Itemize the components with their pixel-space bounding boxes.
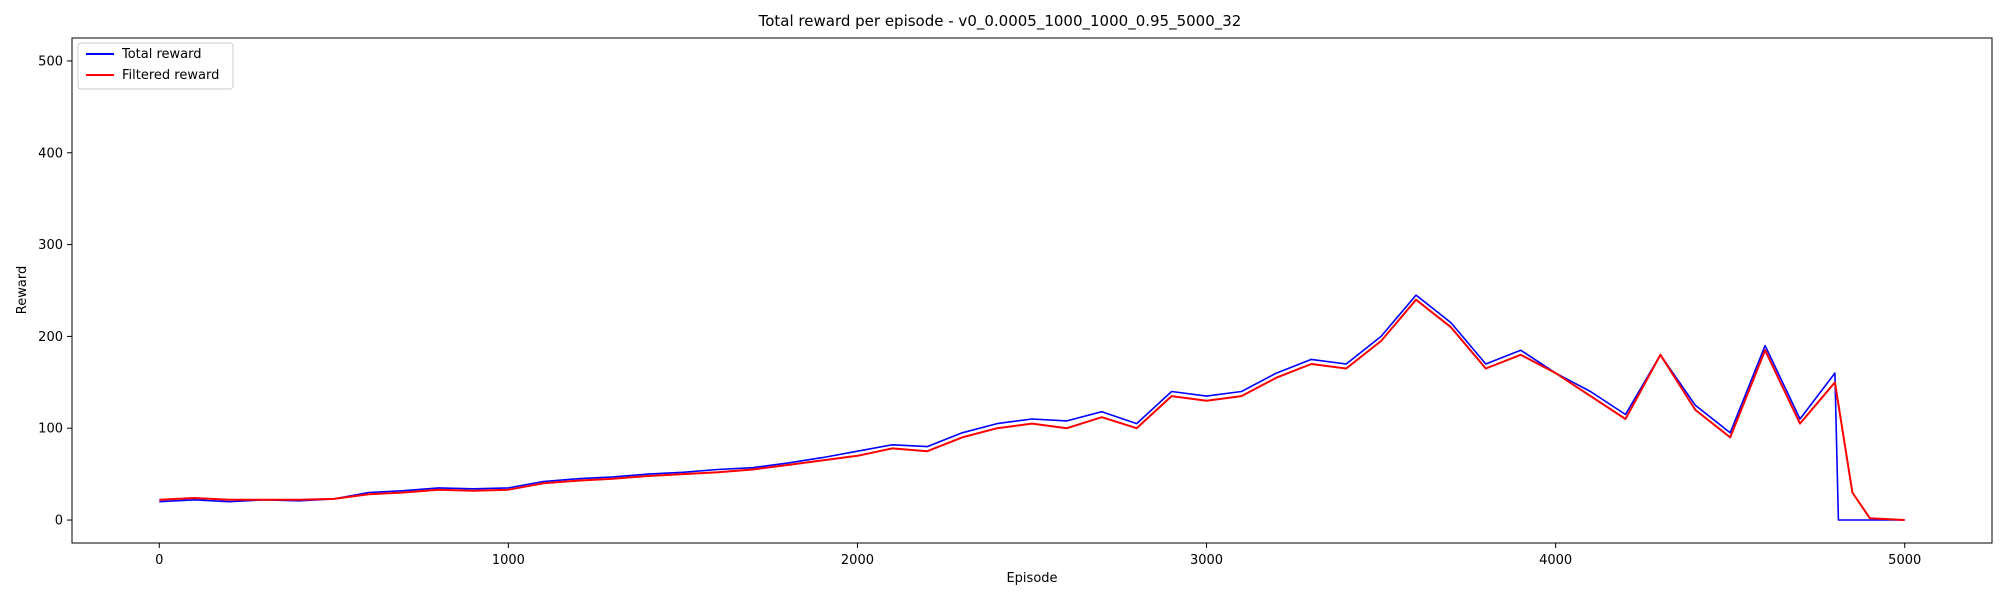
y-tick-label: 300: [38, 238, 63, 253]
legend-label-filtered: Filtered reward: [122, 68, 219, 83]
y-tick-label: 400: [38, 146, 63, 161]
x-axis-label: Episode: [1006, 571, 1057, 586]
x-tick-label: 2000: [841, 553, 874, 568]
y-tick-label: 500: [38, 54, 63, 69]
y-tick-label: 0: [55, 514, 63, 529]
x-tick-label: 5000: [1888, 553, 1921, 568]
x-tick-label: 4000: [1539, 553, 1572, 568]
series-filtered-reward-line: [159, 298, 1905, 521]
series-layer: [159, 294, 1905, 521]
x-tick-label: 0: [155, 553, 163, 568]
y-tick-label: 100: [38, 422, 63, 437]
y-axis-ticks: 0 100 200 300 400 500: [38, 54, 72, 529]
plot-frame: [71, 37, 1993, 544]
legend: Total reward Filtered reward: [77, 42, 234, 90]
legend-box: [77, 42, 234, 90]
y-tick-label: 200: [38, 330, 63, 345]
chart-title: Total reward per episode - v0_0.0005_100…: [758, 12, 1242, 31]
y-axis-label: Reward: [15, 266, 30, 314]
x-tick-label: 3000: [1190, 553, 1223, 568]
x-axis-ticks: 0 1000 2000 3000 4000 5000: [155, 543, 1921, 568]
series-total-reward-line: [159, 294, 1905, 521]
legend-label-total: Total reward: [121, 47, 202, 62]
x-tick-label: 1000: [492, 553, 525, 568]
